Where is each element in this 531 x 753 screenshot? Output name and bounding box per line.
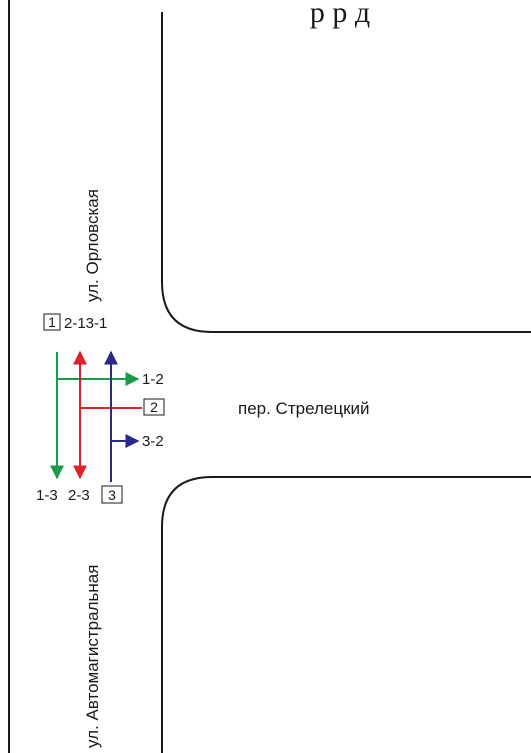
movement-label-top: 2-13-1 <box>64 315 107 332</box>
street-label-avtomagistralnaya: ул. Автомагистральная <box>83 565 102 748</box>
header-fragment: р р д <box>310 0 370 29</box>
north-east-curb <box>161 12 531 333</box>
street-label-orlovskaya: ул. Орловская <box>83 189 102 302</box>
south-east-curb <box>161 476 531 753</box>
movement-label-1-3: 1-3 <box>36 487 58 504</box>
phase-box-3 <box>101 485 123 504</box>
green-movements <box>50 352 140 480</box>
phase-number-1: 1 <box>48 314 56 330</box>
movement-label-2-3: 2-3 <box>68 487 90 504</box>
blue-movements <box>104 350 140 482</box>
street-label-streletsky: пер. Стрелецкий <box>238 399 370 418</box>
road-edges <box>8 0 531 753</box>
movement-label-1-2: 1-2 <box>142 371 164 388</box>
phase-box-1 <box>43 313 61 331</box>
phase-box-2 <box>143 398 165 416</box>
phase-number-3: 3 <box>108 487 116 503</box>
phase-number-2: 2 <box>150 399 158 415</box>
movement-label-3-2: 3-2 <box>142 433 164 450</box>
